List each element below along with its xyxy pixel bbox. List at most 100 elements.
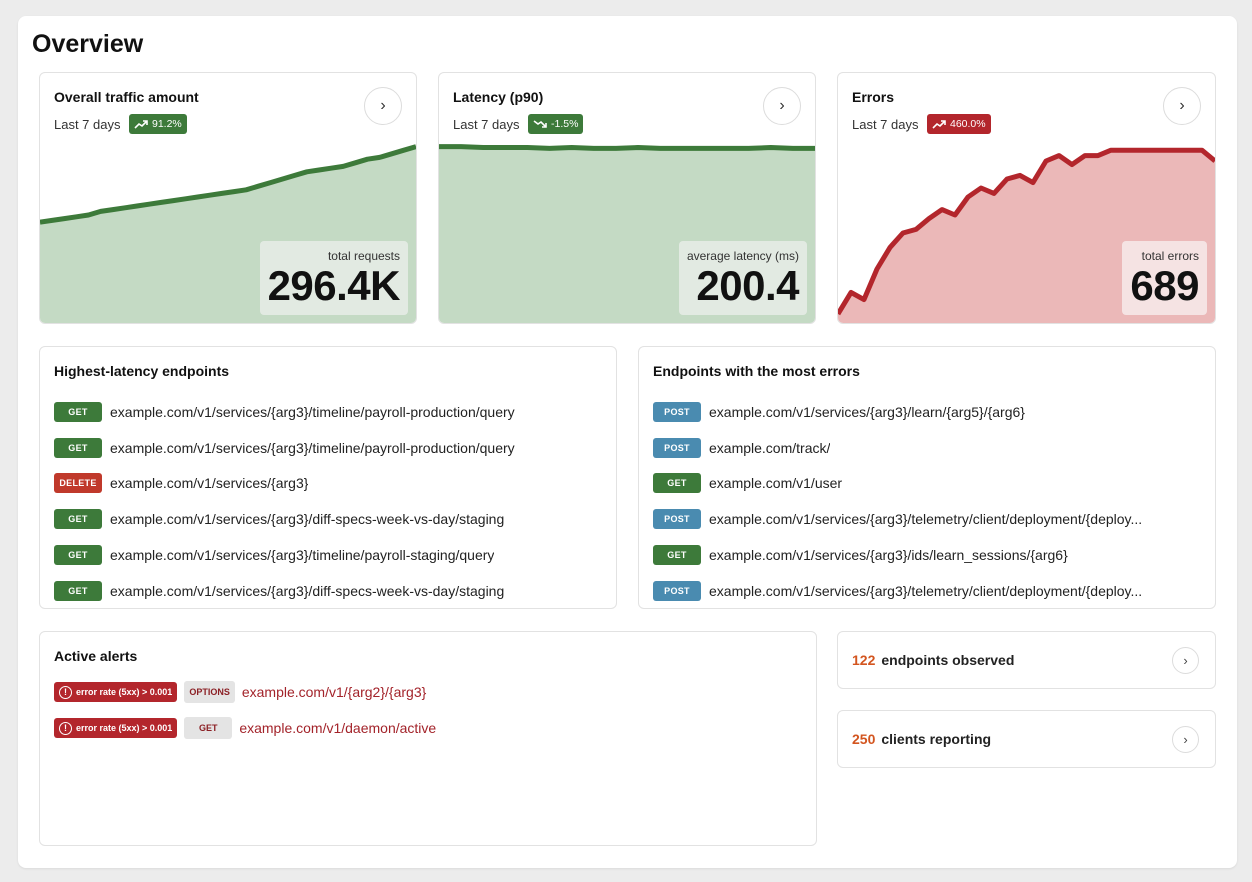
card-title: Endpoints with the most errors <box>653 363 860 379</box>
stat-number: 250 <box>852 731 876 747</box>
metric-period: Last 7 days <box>453 117 520 132</box>
trend-badge: -1.5% <box>528 114 584 134</box>
open-clients-button[interactable]: › <box>1172 725 1199 753</box>
metric-title: Latency (p90) <box>453 89 544 105</box>
endpoint-row[interactable]: GET example.com/v1/user <box>653 466 1201 502</box>
endpoint-row[interactable]: GET example.com/v1/services/{arg3}/timeli… <box>54 394 602 430</box>
endpoint-row[interactable]: DELETE example.com/v1/services/{arg3} <box>54 466 602 502</box>
endpoint-row[interactable]: GET example.com/v1/services/{arg3}/timeli… <box>54 537 602 573</box>
method-badge: POST <box>653 437 701 458</box>
endpoint-path[interactable]: example.com/v1/services/{arg3} <box>110 475 309 492</box>
method-badge: GET <box>54 437 102 458</box>
alert-row[interactable]: ! error rate (5xx) > 0.001 GET example.com/… <box>54 710 802 746</box>
stat-card-clients[interactable]: 250 clients reporting › <box>837 710 1216 768</box>
metric-value: 200.4 <box>696 262 799 309</box>
value-box: average latency (ms) 200.4 <box>678 241 807 315</box>
method-badge: GET <box>54 580 102 601</box>
endpoint-path[interactable]: example.com/v1/services/{arg3}/timeline/… <box>110 403 515 420</box>
endpoint-row[interactable]: POST example.com/v1/services/{arg3}/telem… <box>653 501 1201 537</box>
endpoint-path[interactable]: example.com/track/ <box>709 439 831 456</box>
endpoint-row[interactable]: GET example.com/v1/services/{arg3}/ids/le… <box>653 537 1201 573</box>
alert-condition-text: error rate (5xx) > 0.001 <box>76 723 173 733</box>
sparkline-line <box>40 144 416 225</box>
method-badge: GET <box>54 401 102 422</box>
alert-icon: ! <box>59 685 72 699</box>
endpoint-path[interactable]: example.com/v1/services/{arg3}/ids/learn… <box>709 547 1068 564</box>
metric-title: Errors <box>852 89 895 105</box>
endpoint-row[interactable]: POST example.com/v1/services/{arg3}/learn… <box>653 394 1201 430</box>
stat-number: 122 <box>852 652 876 668</box>
method-badge: POST <box>653 509 701 530</box>
most-errors-card: Endpoints with the most errors POST examp… <box>638 346 1216 609</box>
alert-icon: ! <box>59 721 72 735</box>
metric-period: Last 7 days <box>852 117 919 132</box>
value-label: total requests <box>327 249 400 263</box>
highest-latency-card: Highest-latency endpoints GET example.com… <box>39 346 617 609</box>
stat-label: endpoints observed <box>881 652 1015 668</box>
endpoint-path[interactable]: example.com/v1/services/{arg3}/telemetry… <box>709 511 1143 528</box>
endpoint-list: POST example.com/v1/services/{arg3}/learn… <box>653 394 1201 608</box>
endpoint-row[interactable]: GET example.com/v1/services/{arg3}/timeli… <box>54 430 602 466</box>
trend-badge-text: 460.0% <box>950 118 986 130</box>
metric-value: 296.4K <box>267 262 401 309</box>
trend-badge: 460.0% <box>927 114 991 134</box>
endpoint-path[interactable]: example.com/v1/services/{arg3}/timeline/… <box>110 439 515 456</box>
endpoint-path[interactable]: example.com/v1/user <box>709 475 843 492</box>
endpoint-list: GET example.com/v1/services/{arg3}/timeli… <box>54 394 602 608</box>
active-alerts-card: Active alerts ! error rate (5xx) > 0.001 O… <box>39 631 817 846</box>
open-errors-button[interactable]: › <box>1163 87 1201 125</box>
value-box: total requests 296.4K <box>259 241 408 315</box>
stat-label: clients reporting <box>881 731 992 747</box>
alert-list: ! error rate (5xx) > 0.001 OPTIONS example.… <box>54 674 802 746</box>
trend-badge-text: -1.5% <box>551 118 579 130</box>
trend-badge: 91.2% <box>129 114 187 134</box>
alert-endpoint-path[interactable]: example.com/v1/daemon/active <box>239 720 437 736</box>
chevron-right-icon: › <box>380 97 386 114</box>
alert-row[interactable]: ! error rate (5xx) > 0.001 OPTIONS example.… <box>54 674 802 710</box>
endpoint-row[interactable]: POST example.com/v1/services/{arg3}/telem… <box>653 573 1201 608</box>
endpoint-row[interactable]: GET example.com/v1/services/{arg3}/diff-s… <box>54 501 602 537</box>
alert-condition-text: error rate (5xx) > 0.001 <box>76 687 173 697</box>
alert-endpoint-path[interactable]: example.com/v1/{arg2}/{arg3} <box>241 684 427 700</box>
open-latency-button[interactable]: › <box>763 87 801 125</box>
method-badge: GET <box>184 717 233 739</box>
method-badge: POST <box>653 580 701 601</box>
page-title: Overview <box>32 30 144 58</box>
sparkline-line <box>439 144 815 151</box>
open-endpoints-button[interactable]: › <box>1172 646 1199 674</box>
chevron-right-icon: › <box>1183 652 1188 668</box>
metric-card-latency[interactable]: Latency (p90) Last 7 days -1.5% › averag… <box>438 72 816 324</box>
trend-down-icon <box>533 120 547 128</box>
metric-card-errors[interactable]: Errors Last 7 days 460.0% › total errors… <box>837 72 1216 324</box>
value-label: average latency (ms) <box>686 249 799 263</box>
metric-card-traffic[interactable]: Overall traffic amount Last 7 days 91.2%… <box>39 72 417 324</box>
overview-panel: Overview Overall traffic amount Last 7 d… <box>18 16 1237 868</box>
endpoint-path[interactable]: example.com/v1/services/{arg3}/timeline/… <box>110 547 495 564</box>
sparkline-line <box>838 147 1215 316</box>
open-traffic-button[interactable]: › <box>364 87 402 125</box>
trend-up-icon <box>932 120 946 129</box>
stat-card-endpoints[interactable]: 122 endpoints observed › <box>837 631 1216 689</box>
sparkline-area <box>838 150 1215 323</box>
endpoint-path[interactable]: example.com/v1/services/{arg3}/diff-spec… <box>110 582 505 599</box>
metric-period: Last 7 days <box>54 117 121 132</box>
method-badge: OPTIONS <box>184 681 235 703</box>
method-badge: GET <box>54 545 102 566</box>
errors-sparkline <box>838 147 1215 323</box>
chevron-right-icon: › <box>779 97 785 114</box>
chevron-right-icon: › <box>1183 731 1188 747</box>
endpoint-row[interactable]: GET example.com/v1/services/{arg3}/diff-s… <box>54 573 602 608</box>
endpoint-path[interactable]: example.com/v1/services/{arg3}/telemetry… <box>709 582 1143 599</box>
card-title: Highest-latency endpoints <box>54 363 230 379</box>
value-label: total errors <box>1141 249 1199 263</box>
endpoint-row[interactable]: POST example.com/track/ <box>653 430 1201 466</box>
endpoint-path[interactable]: example.com/v1/services/{arg3}/diff-spec… <box>110 511 505 528</box>
value-box: total errors 689 <box>1122 241 1207 315</box>
trend-up-icon <box>134 120 148 129</box>
metric-value: 689 <box>1130 262 1199 309</box>
alert-condition-badge: ! error rate (5xx) > 0.001 <box>54 718 178 738</box>
endpoint-path[interactable]: example.com/v1/services/{arg3}/learn/{ar… <box>709 403 1025 420</box>
method-badge: GET <box>653 473 701 494</box>
method-badge: DELETE <box>54 473 102 494</box>
method-badge: POST <box>653 401 701 422</box>
